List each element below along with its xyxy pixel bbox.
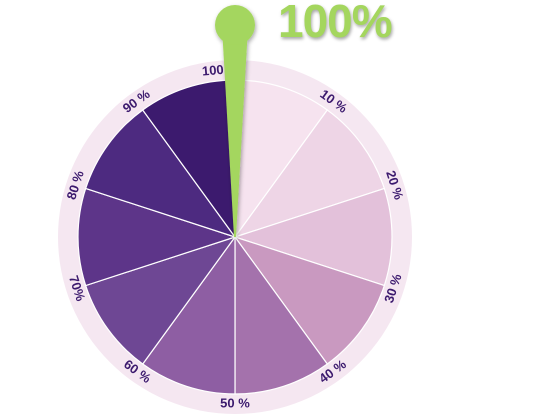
gauge-segment xyxy=(84,235,237,365)
gauge-segment xyxy=(233,109,386,239)
gauge-value-readout: 100% xyxy=(278,0,393,47)
gauge-needle-knob[interactable] xyxy=(215,5,255,45)
gauge-segment xyxy=(234,235,329,395)
gauge-segment xyxy=(233,187,393,287)
gauge-tick-label: 50 % xyxy=(220,395,250,410)
gauge-segment xyxy=(141,235,236,395)
gauge-needle[interactable] xyxy=(215,5,255,237)
gauge-segment xyxy=(84,109,237,239)
gauge-segment xyxy=(233,235,386,365)
gauge-needle-body[interactable] xyxy=(222,27,248,237)
gauge-segment xyxy=(77,187,237,287)
